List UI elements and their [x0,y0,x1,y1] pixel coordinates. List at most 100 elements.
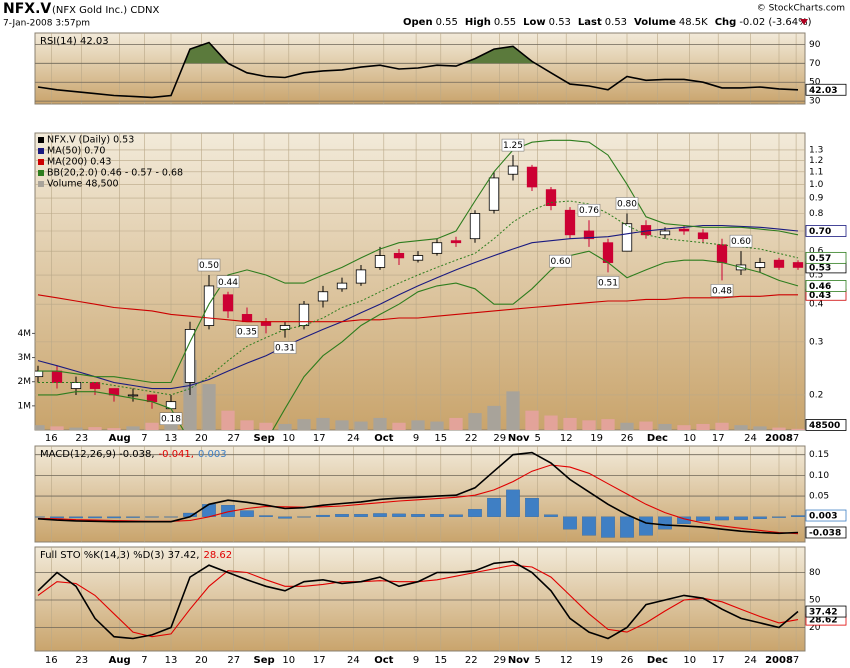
histogram-bar [620,516,634,538]
volume-bar [145,422,159,430]
x-tick-label: Dec [647,433,668,444]
plot-area [35,33,805,104]
candle-body [184,329,196,383]
volume-bar [221,410,235,430]
volume-bar [525,410,539,430]
candle-body [754,262,766,268]
legend-label: MA(200) 0.43 [47,157,111,168]
histogram-bar [278,516,292,519]
volume-bar [620,422,634,430]
value-badge-label: 0.57 [809,254,831,264]
annotation-label: 0.51 [598,278,618,288]
y2-tick-label: 4M [18,329,32,339]
copyright: © StockCharts.com [757,4,845,14]
x-tick-label: 17 [712,655,725,666]
volume-bar [373,417,387,430]
volume-bar [316,417,330,430]
volume-bar [50,426,64,430]
x-tick-label: 15 [434,433,447,444]
annotation-label: 1.25 [503,141,523,151]
quote-value: 48.5K [679,17,708,28]
x-tick-label: 26 [621,433,634,444]
y-tick-label: 90 [809,40,821,50]
legend-swatch [38,181,44,187]
volume-bar [506,391,520,430]
volume-bar [259,422,273,430]
candle-body [507,165,519,175]
company-name: (NFX Gold Inc.) CDNX [52,5,160,16]
x-tick-label: 22 [465,655,478,666]
histogram-bar [753,516,767,519]
candle-body [697,232,709,240]
y-tick-label: 80 [809,568,821,578]
date: 7-Jan-2008 3:57pm [3,19,90,29]
legend-label: Full STO %K(14,3) %D(3) 37.42, [40,550,199,561]
candle-body [203,285,215,326]
plot-area [35,133,805,430]
histogram-bar [392,513,406,517]
x-tick-label: 10 [683,655,696,666]
x-tick-label: 7 [141,433,147,444]
histogram-bar [525,497,539,517]
x-tick-label: 20 [195,433,208,444]
value-badge-label: 0.43 [809,291,831,301]
y-tick-label: 0.3 [809,337,823,347]
annotation-label: 0.31 [275,344,295,354]
y2-tick-label: 1M [18,401,32,411]
volume-bar [791,428,805,430]
histogram-bar [734,516,748,520]
value-badge-label: 0.46 [809,282,831,292]
x-tick-label: 9 [413,655,419,666]
legend-swatch [38,159,44,165]
volume-bar [544,415,558,430]
x-tick-label: 13 [165,433,178,444]
quote-label: Chg [715,17,737,28]
histogram-bar [202,504,216,517]
value-badge [805,526,847,539]
value-badge-label: 37.42 [809,608,837,618]
value-badge-label: 0.70 [809,227,831,237]
quote-label: High [465,17,491,28]
histogram-bar [430,514,444,517]
volume-bar [126,426,140,430]
x-tick-label: Dec [647,655,668,666]
candle-body [773,259,785,268]
y2-tick-label: 3M [18,353,32,363]
symbol: NFX.V [3,1,51,17]
volume-bar [335,420,349,430]
legend-label: 0.003 [198,449,227,460]
x-tick-label: 24 [744,433,757,444]
candle-body [317,291,329,302]
volume-bar [734,425,748,430]
volume-bar [753,426,767,430]
x-tick-label: 24 [347,655,360,666]
y2-tick-label: 2M [18,377,32,387]
y-tick-label: 0.4 [809,300,824,310]
legend-label: MA(50) 0.70 [47,146,105,157]
histogram-bar [791,515,805,517]
histogram-bar [601,516,615,538]
volume-bar [392,422,406,430]
volume-bar [487,405,501,430]
volume-bar [88,427,102,430]
x-tick-label: Nov [508,433,530,444]
value-badge [805,251,847,264]
annotation-box [235,325,259,338]
candle-body [583,230,595,240]
candle-body [602,242,614,263]
annotation-box [273,341,297,354]
annotation-label: 0.48 [712,286,732,296]
quote-value: 0.55 [436,17,458,28]
plot-area [35,547,805,651]
annotation-label: 0.60 [731,237,751,247]
x-tick-label: 7 [141,655,147,666]
candle-body [792,262,804,268]
volume-bar [35,425,45,430]
histogram-bar [544,514,558,517]
annotation-label: 0.35 [237,328,257,338]
volume-bar [278,423,292,430]
value-badge-label: 48500 [809,421,840,431]
volume-bar [107,428,121,430]
annotation-label: 0.50 [199,261,219,271]
